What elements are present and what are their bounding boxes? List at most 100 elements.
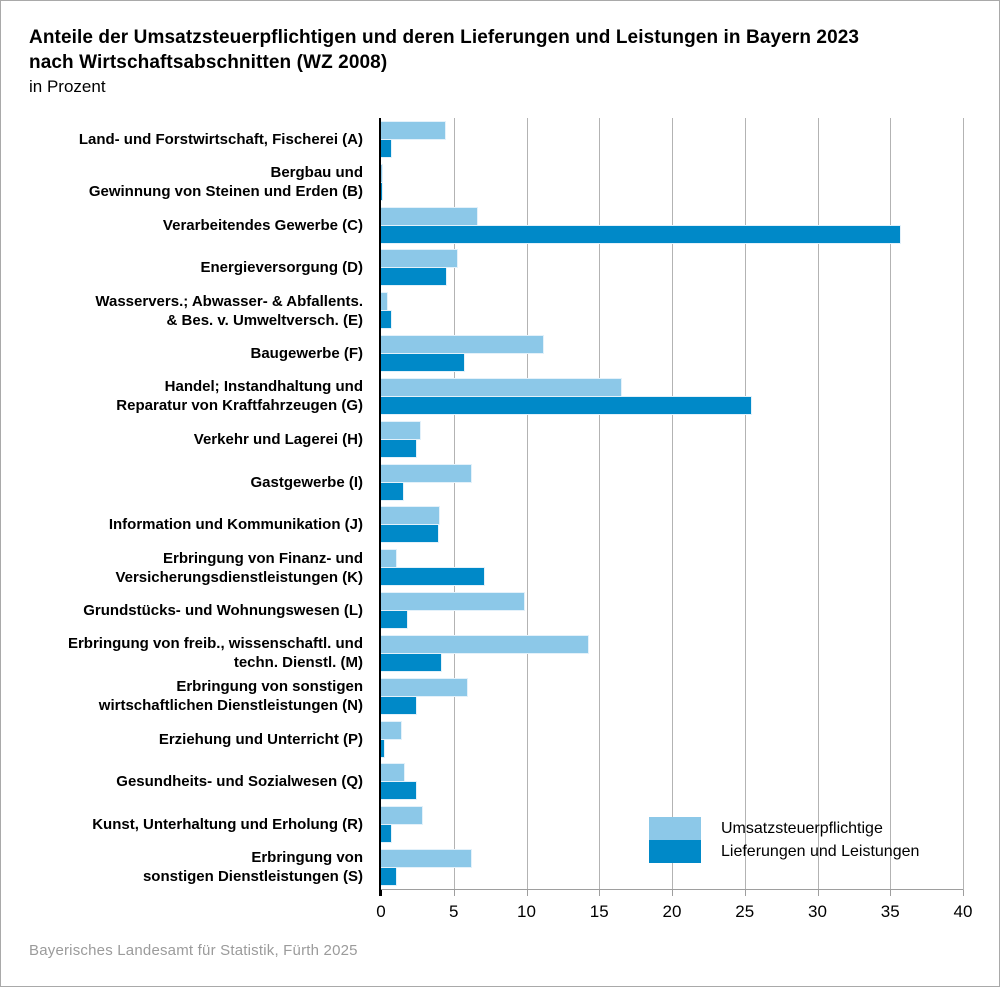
bar-lieferungen-leistungen xyxy=(381,568,485,586)
bar-umsatzsteuerpflichtige xyxy=(381,421,421,439)
chart-subtitle: in Prozent xyxy=(29,77,106,96)
bar-lieferungen-leistungen xyxy=(381,225,901,243)
category-label: Erbringung von sonstigen wirtschaftliche… xyxy=(98,678,363,715)
x-tick-label: 15 xyxy=(589,902,609,921)
x-axis-tick xyxy=(672,890,673,896)
bar-lieferungen-leistungen xyxy=(381,611,408,629)
bar-lieferungen-leistungen xyxy=(381,782,416,800)
category-row: Handel; Instandhaltung und Reparatur von… xyxy=(1,375,963,418)
gridline xyxy=(599,118,601,895)
category-row: Information und Kommunikation (J) xyxy=(1,503,963,546)
x-axis-tick xyxy=(963,890,964,896)
bar-umsatzsteuerpflichtige xyxy=(381,378,622,396)
legend-entry: Lieferungen und Leistungen xyxy=(649,840,919,863)
bar-lieferungen-leistungen xyxy=(381,182,383,200)
bar-umsatzsteuerpflichtige xyxy=(381,635,588,653)
bar-umsatzsteuerpflichtige xyxy=(381,550,396,568)
category-row: Erbringung von sonstigen wirtschaftliche… xyxy=(1,675,963,718)
bar-group xyxy=(381,336,963,372)
category-row: Gesundheits- und Sozialwesen (Q) xyxy=(1,760,963,803)
bar-lieferungen-leistungen xyxy=(381,439,416,457)
x-tick-label: 25 xyxy=(735,902,755,921)
bar-group xyxy=(381,550,963,586)
x-tick-label: 0 xyxy=(376,902,386,921)
x-axis-tick xyxy=(453,890,455,896)
category-row: Bergbau und Gewinnung von Steinen und Er… xyxy=(1,161,963,204)
category-label: Erbringung von Finanz- und Versicherungs… xyxy=(115,549,363,586)
bar-chart: 0 5 10 15 20 25 30 35 40 Land- und Forstwirtscha… xyxy=(1,118,999,921)
chart-title-line2: nach Wirtschaftsabschnitten (WZ 2008) xyxy=(29,52,388,73)
x-tick-label: 10 xyxy=(517,902,536,921)
bar-lieferungen-leistungen xyxy=(381,739,384,757)
bar-umsatzsteuerpflichtige xyxy=(381,293,387,311)
bar-group xyxy=(381,121,963,157)
x-tick-label: 40 xyxy=(953,902,973,921)
category-label: Gastgewerbe (I) xyxy=(250,473,363,491)
chart-header: Anteile der Umsatzsteuerpflichtigen und … xyxy=(1,1,999,98)
legend-label: Lieferungen und Leistungen xyxy=(721,843,920,860)
bar-lieferungen-leistungen xyxy=(381,867,396,885)
x-axis-tick xyxy=(526,890,528,896)
bar-umsatzsteuerpflichtige xyxy=(381,721,402,739)
bar-lieferungen-leistungen xyxy=(381,525,438,543)
y-axis-line xyxy=(379,118,381,896)
category-row: Erbringung von Finanz- und Versicherungs… xyxy=(1,546,963,589)
bar-umsatzsteuerpflichtige xyxy=(381,250,457,268)
bar-lieferungen-leistungen xyxy=(381,311,392,329)
plot-area: 0 5 10 15 20 25 30 35 40 xyxy=(376,118,972,921)
bar-umsatzsteuerpflichtige xyxy=(381,121,446,139)
bar-group xyxy=(381,721,963,757)
category-label: Kunst, Unterhaltung und Erholung (R) xyxy=(92,816,363,834)
category-row: Erziehung und Unterricht (P) xyxy=(1,718,963,761)
x-tick-label: 20 xyxy=(662,902,682,921)
x-axis-tick xyxy=(599,890,601,896)
bar-group xyxy=(381,678,963,714)
bar-umsatzsteuerpflichtige xyxy=(381,164,383,182)
gridline xyxy=(672,118,673,895)
x-axis-tick xyxy=(381,890,382,896)
x-axis-tick xyxy=(817,890,819,896)
gridline xyxy=(526,118,528,895)
category-label: Energieversorgung (D) xyxy=(200,259,363,277)
chart-title-line1: Anteile der Umsatzsteuerpflichtigen und … xyxy=(29,27,860,48)
bar-umsatzsteuerpflichtige xyxy=(381,593,524,611)
bar-umsatzsteuerpflichtige xyxy=(381,464,472,482)
gridline xyxy=(744,118,746,895)
category-label: Verkehr und Lagerei (H) xyxy=(193,430,363,448)
bar-lieferungen-leistungen xyxy=(381,482,403,500)
category-row: Gastgewerbe (I) xyxy=(1,461,963,504)
bar-lieferungen-leistungen xyxy=(381,696,416,714)
category-row: Erbringung von freib., wissenschaftl. un… xyxy=(1,632,963,675)
category-label: Bergbau und Gewinnung von Steinen und Er… xyxy=(88,164,363,201)
bar-lieferungen-leistungen xyxy=(381,396,751,414)
category-label: Grundstücks- und Wohnungswesen (L) xyxy=(83,602,363,620)
category-row: Baugewerbe (F) xyxy=(1,332,963,375)
category-label: Baugewerbe (F) xyxy=(250,345,363,363)
legend-label: Umsatzsteuerpflichtige xyxy=(721,820,883,837)
gridline xyxy=(890,118,892,895)
bar-lieferungen-leistungen xyxy=(381,268,447,286)
gridline xyxy=(963,118,964,895)
x-axis-tick xyxy=(744,890,746,896)
bar-group xyxy=(381,593,963,629)
legend: Umsatzsteuerpflichtige Lieferungen und Le… xyxy=(649,817,919,863)
legend-swatch-light xyxy=(649,817,701,840)
bar-group xyxy=(381,421,963,457)
bar-lieferungen-leistungen xyxy=(381,354,464,372)
category-row: Grundstücks- und Wohnungswesen (L) xyxy=(1,589,963,632)
category-label: Land- und Forstwirtschaft, Fischerei (A) xyxy=(78,130,363,148)
bar-umsatzsteuerpflichtige xyxy=(381,207,478,225)
category-label: Information und Kommunikation (J) xyxy=(108,516,363,534)
category-row: Land- und Forstwirtschaft, Fischerei (A) xyxy=(1,118,963,161)
category-row: Wasservers.; Abwasser- & Abfallents. & B… xyxy=(1,289,963,332)
bar-group xyxy=(381,807,963,843)
bar-umsatzsteuerpflichtige xyxy=(381,507,440,525)
bar-umsatzsteuerpflichtige xyxy=(381,336,543,354)
category-row: Kunst, Unterhaltung und Erholung (R) xyxy=(1,803,963,846)
category-row: Verkehr und Lagerei (H) xyxy=(1,418,963,461)
bar-group xyxy=(381,378,963,414)
x-tick-label: 30 xyxy=(808,902,827,921)
bar-rows: Land- und Forstwirtschaft, Fischerei (A)… xyxy=(1,118,963,889)
legend-swatch-dark xyxy=(649,840,701,863)
